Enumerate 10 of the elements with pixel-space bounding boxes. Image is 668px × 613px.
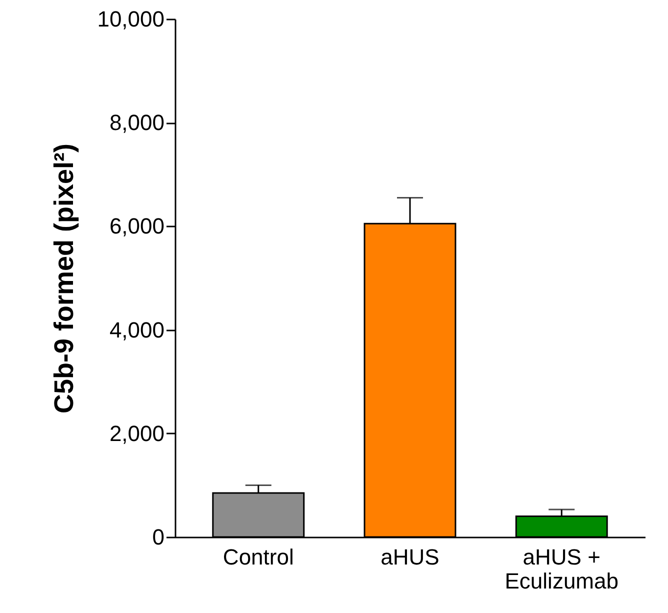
y-tick-label: 0 bbox=[152, 524, 164, 550]
y-axis-title: C5b-9 formed (pixel²) bbox=[49, 143, 80, 414]
y-tick-label: 10,000 bbox=[97, 6, 164, 32]
x-tick-label: aHUS + Eculizumab bbox=[504, 544, 618, 594]
y-tick-label: 4,000 bbox=[109, 317, 164, 342]
x-tick-label: Control bbox=[222, 544, 294, 570]
x-tick-label: aHUS bbox=[380, 544, 440, 570]
y-tick-label: 8,000 bbox=[109, 110, 164, 136]
y-tick-label: 6,000 bbox=[109, 214, 164, 239]
y-tick-label: 2,000 bbox=[109, 420, 164, 446]
